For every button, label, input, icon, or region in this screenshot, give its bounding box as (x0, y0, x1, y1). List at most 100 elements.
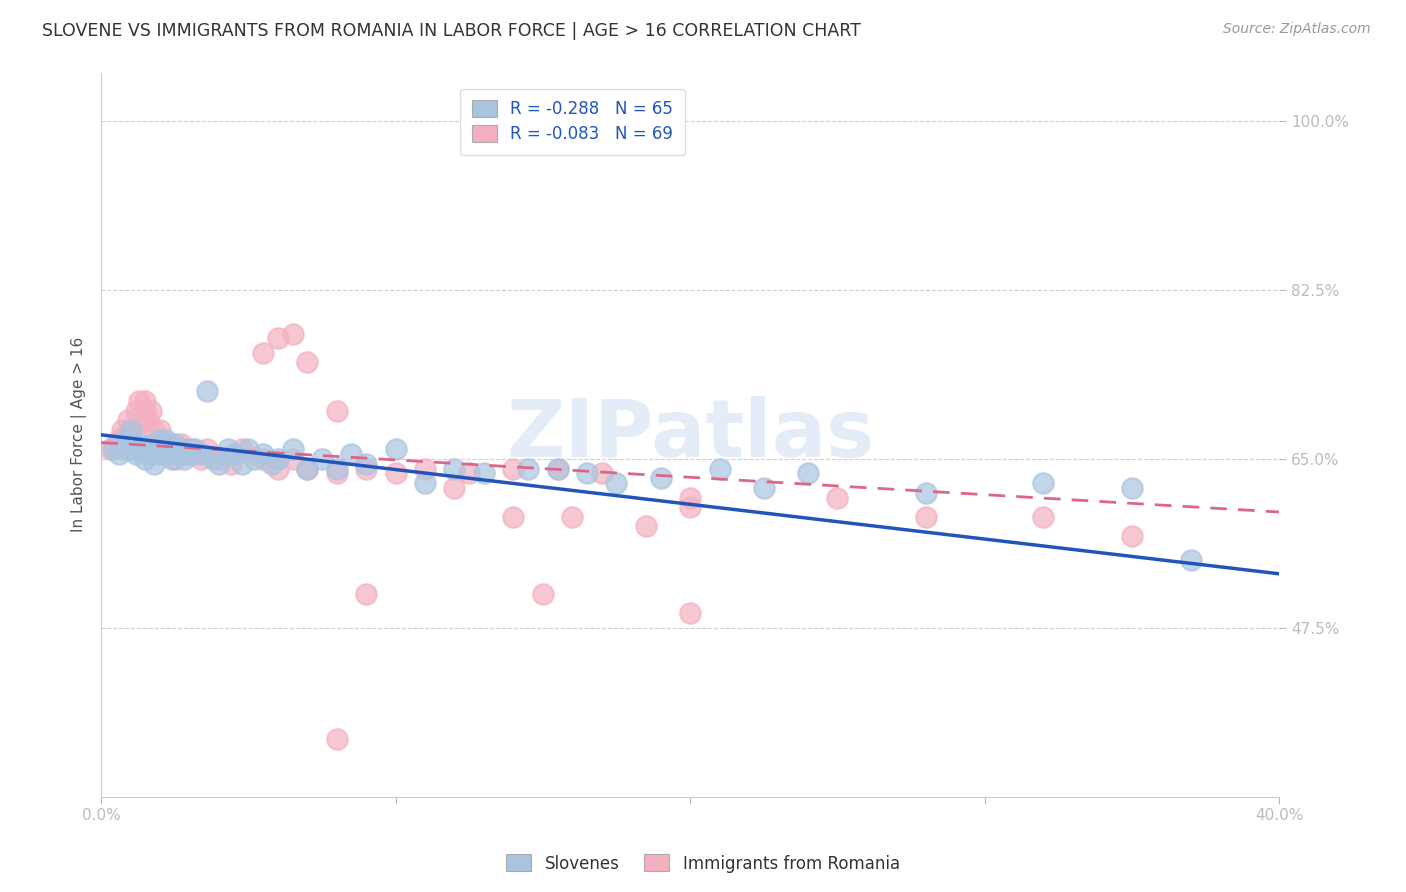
Point (231, 457, 253, 471)
Point (179, 447, 201, 461)
Point (531, 587, 554, 601)
Point (325, 467, 347, 481)
Point (709, 461, 731, 475)
Point (384, 467, 406, 481)
Point (267, 331, 290, 345)
Point (827, 491, 849, 505)
Point (252, 447, 274, 461)
Point (297, 355, 319, 369)
Point (152, 442, 174, 457)
Point (547, 461, 569, 475)
Text: Source: ZipAtlas.com: Source: ZipAtlas.com (1223, 22, 1371, 37)
Legend: R = -0.288   N = 65, R = -0.083   N = 69: R = -0.288 N = 65, R = -0.083 N = 69 (460, 88, 685, 155)
Point (502, 461, 524, 475)
Text: SLOVENE VS IMMIGRANTS FROM ROMANIA IN LABOR FORCE | AGE > 16 CORRELATION CHART: SLOVENE VS IMMIGRANTS FROM ROMANIA IN LA… (42, 22, 860, 40)
Point (131, 413, 153, 427)
Point (281, 326, 304, 341)
Point (914, 509, 936, 524)
Point (281, 442, 304, 457)
Point (143, 437, 166, 451)
Point (134, 403, 156, 417)
Point (117, 413, 139, 427)
Point (267, 452, 290, 467)
Point (1032, 509, 1054, 524)
Point (120, 433, 142, 447)
Point (160, 442, 183, 457)
Point (157, 442, 180, 457)
Point (136, 413, 159, 427)
Point (517, 461, 540, 475)
Point (155, 433, 177, 447)
Point (111, 437, 134, 451)
Point (208, 452, 231, 467)
Point (163, 452, 186, 467)
Point (1032, 476, 1054, 491)
Point (576, 467, 599, 481)
Point (173, 442, 195, 457)
Point (143, 423, 166, 437)
Point (190, 447, 212, 461)
Point (311, 452, 333, 467)
Point (184, 447, 207, 461)
Point (243, 452, 266, 467)
Point (325, 461, 347, 475)
Point (107, 447, 129, 461)
Point (217, 442, 239, 457)
Point (98, 442, 121, 457)
Point (679, 607, 702, 621)
Point (184, 442, 207, 457)
Point (173, 452, 195, 467)
Point (141, 447, 163, 461)
Point (502, 509, 524, 524)
Point (252, 346, 274, 360)
Point (141, 403, 163, 417)
Point (128, 394, 150, 409)
Point (122, 442, 145, 457)
Point (561, 509, 583, 524)
Point (1180, 553, 1202, 567)
Point (679, 500, 702, 515)
Point (160, 452, 183, 467)
Point (340, 447, 363, 461)
Point (267, 461, 290, 475)
Point (125, 403, 148, 417)
Point (219, 457, 242, 471)
Point (797, 467, 820, 481)
Point (117, 442, 139, 457)
Point (231, 442, 253, 457)
Point (458, 467, 481, 481)
Point (134, 394, 156, 409)
Legend: Slovenes, Immigrants from Romania: Slovenes, Immigrants from Romania (499, 847, 907, 880)
Point (325, 731, 347, 746)
Point (134, 452, 156, 467)
Point (157, 447, 180, 461)
Point (166, 447, 188, 461)
Point (181, 442, 204, 457)
Point (120, 433, 142, 447)
Point (122, 437, 145, 451)
Point (149, 433, 172, 447)
Point (1121, 529, 1143, 543)
Y-axis label: In Labor Force | Age > 16: In Labor Force | Age > 16 (72, 337, 87, 533)
Point (120, 423, 142, 437)
Point (155, 447, 177, 461)
Point (650, 471, 672, 485)
Point (125, 447, 148, 461)
Point (413, 476, 436, 491)
Point (605, 476, 627, 491)
Point (325, 403, 347, 417)
Point (354, 461, 377, 475)
Point (252, 452, 274, 467)
Point (143, 457, 166, 471)
Point (114, 427, 136, 442)
Point (443, 461, 465, 475)
Point (152, 442, 174, 457)
Point (547, 461, 569, 475)
Point (120, 423, 142, 437)
Point (104, 437, 127, 451)
Point (634, 519, 657, 533)
Point (354, 587, 377, 601)
Point (107, 433, 129, 447)
Point (163, 437, 186, 451)
Point (354, 457, 377, 471)
